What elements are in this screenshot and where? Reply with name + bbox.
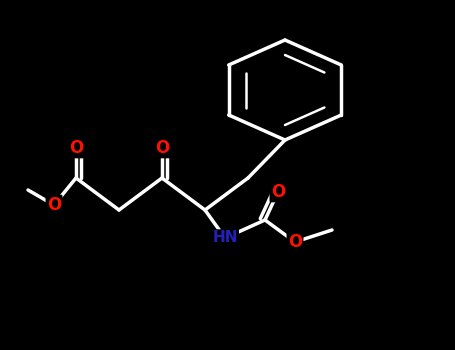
Text: O: O bbox=[47, 196, 61, 214]
Text: HN: HN bbox=[212, 231, 238, 245]
Text: O: O bbox=[155, 139, 169, 157]
Text: O: O bbox=[288, 233, 302, 251]
Text: O: O bbox=[69, 139, 83, 157]
Text: O: O bbox=[271, 183, 285, 201]
